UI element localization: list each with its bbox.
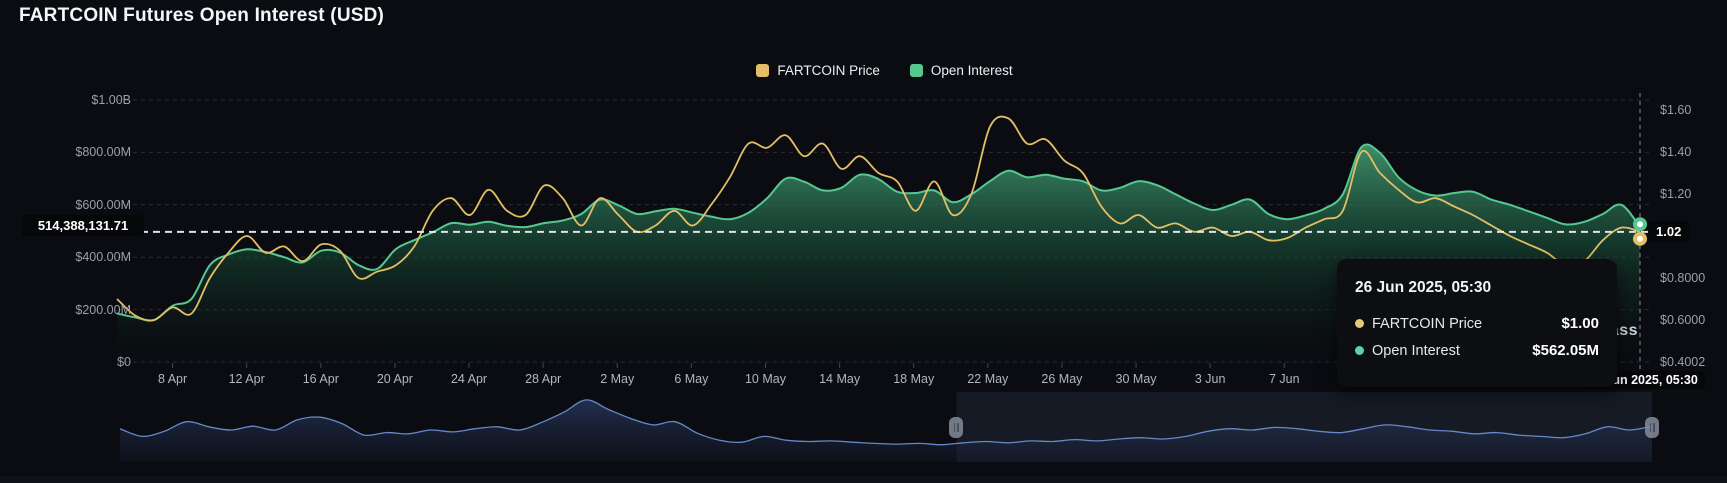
- crosshair-layer: [117, 93, 1652, 371]
- left-axis-tick: $0: [117, 355, 131, 369]
- bottom-strip: [0, 476, 1727, 483]
- open-interest-line: [116, 143, 1641, 322]
- navigator-left-handle[interactable]: [949, 417, 964, 438]
- left-axis-tick: $600.00M: [75, 197, 131, 212]
- tooltip-row-price: FARTCOIN Price $1.00: [1355, 310, 1599, 337]
- fartcoin-price-swatch-icon: [756, 64, 770, 77]
- chart-title: FARTCOIN Futures Open Interest (USD): [19, 5, 385, 26]
- x-axis-tick: 28 Apr: [525, 372, 562, 386]
- right-axis-tick: $1.60: [1660, 103, 1692, 118]
- open-interest-latest-dot: [1633, 217, 1647, 232]
- tooltip-row-open-interest: Open Interest $562.05M: [1355, 337, 1599, 364]
- x-axis-tick: 6 May: [674, 372, 709, 386]
- oi-current-value-badge: 514,388,131.71: [22, 215, 144, 237]
- right-axis-tick: $1.20: [1660, 187, 1692, 202]
- x-axis-tick: 26 May: [1041, 372, 1083, 386]
- open-interest-area: [117, 144, 1640, 362]
- gridlines: [117, 99, 1652, 368]
- left-axis-tick: $200.00M: [75, 302, 131, 317]
- legend-label-fartcoin-price: FARTCOIN Price: [777, 63, 880, 78]
- tooltip-price-value: $1.00: [1561, 315, 1599, 332]
- price-current-value-badge: 1.02: [1648, 220, 1690, 242]
- right-axis-tick: $0.8000: [1660, 271, 1706, 286]
- tooltip-date: 26 Jun 2025, 05:30: [1355, 279, 1492, 296]
- left-axis-tick: $400.00M: [75, 250, 131, 265]
- x-axis-tick: 10 May: [744, 372, 786, 386]
- x-axis-tick: 2 May: [600, 372, 635, 386]
- right-axis-tick: $0.6000: [1660, 313, 1706, 328]
- x-axis-tick: 20 Apr: [376, 372, 413, 386]
- x-axis-tick: 16 Apr: [302, 372, 339, 386]
- x-axis-tick: 30 May: [1115, 372, 1157, 386]
- x-axis-tick: 12 Apr: [228, 372, 265, 386]
- chart-tooltip: 26 Jun 2025, 05:30 FARTCOIN Price $1.00 …: [1337, 259, 1617, 387]
- price-dot-icon: [1355, 319, 1364, 328]
- left-axis-tick: $800.00M: [75, 145, 131, 160]
- navigator-right-handle[interactable]: [1645, 417, 1659, 438]
- tooltip-price-name: FARTCOIN Price: [1372, 315, 1483, 332]
- right-axis-tick: $1.40: [1660, 145, 1692, 160]
- price-latest-dot: [1633, 231, 1647, 246]
- legend: FARTCOIN Price Open Interest: [117, 63, 1652, 78]
- x-axis-tick: 22 May: [967, 372, 1009, 386]
- x-axis-tick: 8 Apr: [157, 372, 188, 386]
- right-axis-tick: $0.4002: [1660, 355, 1706, 369]
- left-axis-tick: $1.00B: [91, 93, 131, 107]
- tooltip-oi-value: $562.05M: [1532, 342, 1599, 359]
- legend-item-fartcoin-price[interactable]: FARTCOIN Price: [756, 63, 880, 78]
- tooltip-oi-name: Open Interest: [1372, 342, 1460, 359]
- legend-item-open-interest[interactable]: Open Interest: [909, 63, 1013, 78]
- navigator-layer: [119, 392, 1653, 462]
- x-axis-tick: 3 Jun: [1194, 372, 1226, 386]
- navigator-area: [120, 399, 1652, 462]
- navigator-line: [119, 399, 1653, 446]
- series-layer: [116, 115, 1641, 362]
- x-axis-tick: 18 May: [893, 372, 935, 386]
- fartcoin-price-line: [116, 115, 1641, 322]
- x-axis-tick: 7 Jun: [1268, 372, 1300, 386]
- legend-label-open-interest: Open Interest: [930, 63, 1013, 78]
- open-interest-dot-icon: [1355, 346, 1364, 355]
- x-axis-tick: 14 May: [819, 372, 861, 386]
- open-interest-swatch-icon: [909, 64, 923, 77]
- x-axis-tick: 24 Apr: [450, 372, 488, 386]
